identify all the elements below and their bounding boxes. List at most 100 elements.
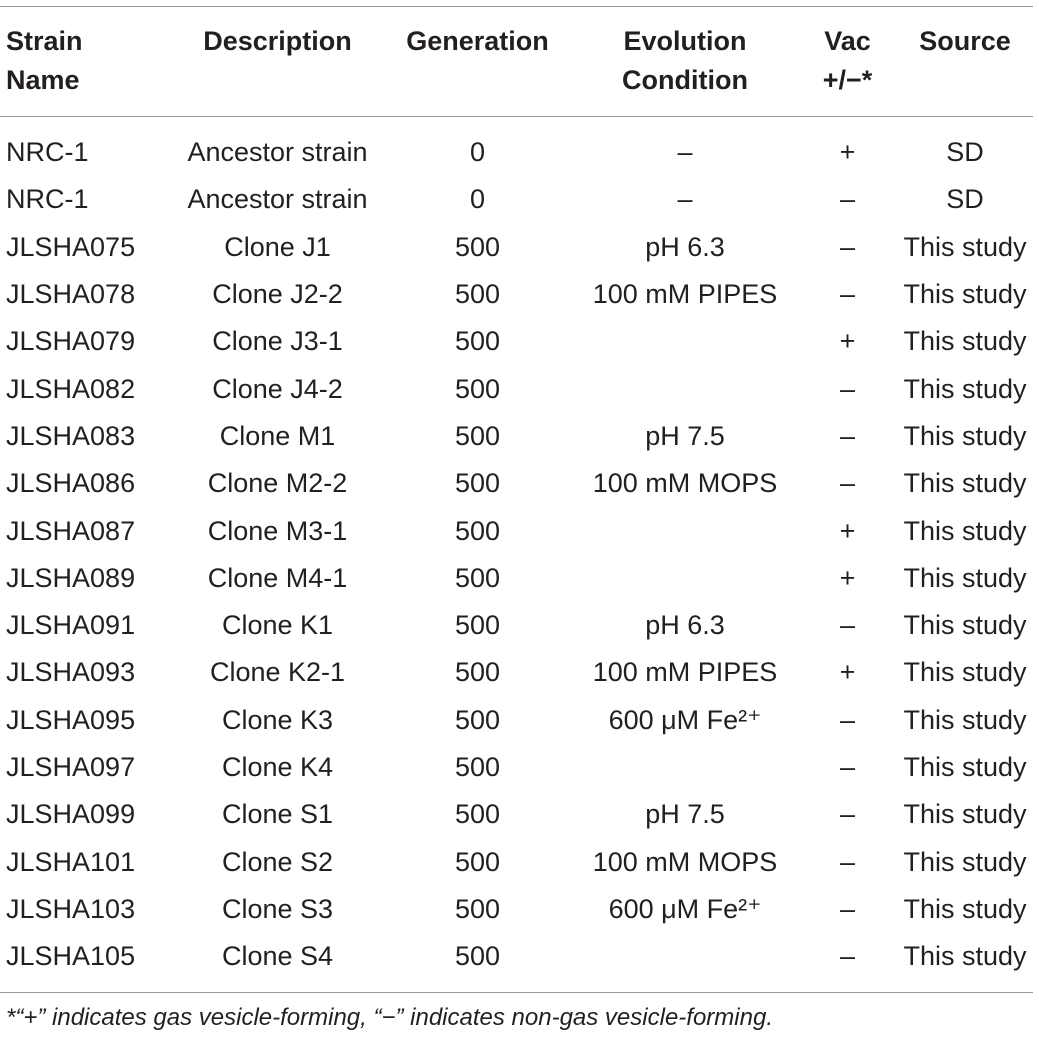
cell-strain-name: JLSHA087 (6, 515, 136, 546)
cell-source: This study (903, 799, 1027, 830)
table-row: JLSHA095 Clone K3 500 600 μM Fe²⁺ – This stud… (0, 697, 1035, 744)
cell-description: Clone M1 (219, 420, 336, 451)
strain-table: Strain Name Description Generation Evolu… (0, 6, 1035, 980)
cell-source: This study (903, 562, 1027, 593)
cell-source: This study (903, 326, 1027, 357)
cell-generation: 500 (454, 657, 501, 688)
cell-source: This study (903, 752, 1027, 782)
cell-vac: – (839, 420, 856, 451)
cell-generation: 500 (454, 941, 501, 972)
cell-evolution-condition: pH 6.3 (645, 231, 725, 262)
header-strain-name: Strain Name (6, 26, 83, 95)
table-row: JLSHA075 Clone J1 500 pH 6.3 – This study (0, 224, 1035, 271)
table-row: JLSHA105 Clone S4 500 – This study (0, 933, 1035, 980)
cell-vac: + (839, 137, 856, 168)
cell-strain-name: NRC-1 (6, 137, 89, 168)
cell-description: Clone S2 (221, 846, 334, 877)
cell-vac: – (839, 184, 856, 215)
cell-source: This study (903, 657, 1027, 688)
cell-description: Clone K2-1 (209, 657, 346, 688)
cell-source: This study (903, 704, 1027, 735)
cell-evolution-condition: pH 7.5 (645, 420, 725, 451)
cell-evolution-condition: 100 mM MOPS (592, 846, 778, 877)
cell-evolution-condition (570, 555, 800, 602)
cell-strain-name: JLSHA079 (6, 326, 136, 357)
cell-vac: + (839, 562, 856, 593)
cell-generation: 500 (454, 562, 501, 593)
cell-evolution-condition (570, 365, 800, 412)
cell-vac: – (839, 941, 856, 972)
header-generation: Generation (406, 26, 549, 56)
cell-source: This study (903, 941, 1027, 972)
cell-source: This study (903, 846, 1027, 877)
cell-strain-name: JLSHA075 (6, 231, 136, 262)
table-row: JLSHA097 Clone K4 500 – This study (0, 744, 1035, 791)
table-row: JLSHA083 Clone M1 500 pH 7.5 – This study (0, 413, 1035, 460)
cell-vac: – (839, 468, 856, 499)
cell-generation: 500 (454, 846, 501, 877)
cell-description: Clone M2-2 (207, 468, 348, 499)
cell-source: This study (903, 893, 1027, 924)
cell-source: This study (903, 420, 1027, 451)
cell-vac: + (839, 515, 856, 546)
table-header-rule (0, 116, 1033, 117)
header-source: Source (919, 26, 1011, 56)
cell-vac: – (839, 231, 856, 262)
cell-strain-name: JLSHA101 (6, 846, 136, 877)
table-row: JLSHA086 Clone M2-2 500 100 mM MOPS – This st… (0, 460, 1035, 507)
cell-generation: 500 (454, 279, 501, 310)
table-row: JLSHA093 Clone K2-1 500 100 mM PIPES + This s… (0, 649, 1035, 696)
cell-source: This study (903, 279, 1027, 310)
cell-generation: 500 (454, 420, 501, 451)
cell-vac: – (839, 373, 856, 404)
cell-strain-name: JLSHA091 (6, 610, 136, 641)
header-vac: Vac +/−* (822, 26, 873, 95)
cell-source: SD (946, 184, 984, 215)
cell-strain-name: NRC-1 (6, 184, 89, 215)
cell-description: Clone S4 (221, 941, 334, 972)
cell-vac: + (839, 326, 856, 357)
cell-generation: 500 (454, 231, 501, 262)
cell-generation: 500 (454, 893, 501, 924)
cell-generation: 500 (454, 704, 501, 735)
cell-description: Clone J2-2 (212, 279, 343, 310)
cell-generation: 500 (454, 610, 501, 641)
cell-vac: – (839, 752, 856, 782)
cell-evolution-condition: 100 mM PIPES (592, 657, 778, 688)
table-bottom-rule (0, 992, 1033, 993)
cell-strain-name: JLSHA097 (6, 752, 136, 782)
cell-evolution-condition: – (677, 137, 693, 168)
cell-source: This study (903, 373, 1027, 404)
header-evolution-condition: Evolution Condition (622, 26, 748, 95)
cell-generation: 500 (454, 752, 501, 782)
cell-vac: – (839, 893, 856, 924)
table-row: JLSHA079 Clone J3-1 500 + This study (0, 318, 1035, 365)
cell-description: Clone J3-1 (212, 326, 343, 357)
header-description: Description (203, 26, 352, 56)
cell-evolution-condition: – (677, 184, 693, 215)
cell-source: This study (903, 515, 1027, 546)
cell-description: Clone M3-1 (207, 515, 348, 546)
cell-description: Clone K3 (221, 704, 334, 735)
cell-description: Clone M4-1 (207, 562, 348, 593)
table-row: JLSHA091 Clone K1 500 pH 6.3 – This study (0, 602, 1035, 649)
cell-generation: 500 (454, 515, 501, 546)
cell-description: Ancestor strain (187, 137, 368, 168)
cell-generation: 0 (469, 184, 486, 215)
table-row: JLSHA087 Clone M3-1 500 + This study (0, 507, 1035, 554)
cell-generation: 500 (454, 326, 501, 357)
cell-strain-name: JLSHA103 (6, 893, 136, 924)
cell-evolution-condition (570, 507, 800, 554)
cell-strain-name: JLSHA089 (6, 562, 136, 593)
cell-vac: – (839, 704, 856, 735)
cell-strain-name: JLSHA086 (6, 468, 136, 499)
cell-description: Clone J4-2 (212, 373, 343, 404)
cell-vac: – (839, 279, 856, 310)
cell-source: SD (946, 137, 984, 168)
table-row: JLSHA082 Clone J4-2 500 – This study (0, 365, 1035, 412)
cell-strain-name: JLSHA099 (6, 799, 136, 830)
cell-source: This study (903, 610, 1027, 641)
cell-description: Ancestor strain (187, 184, 368, 215)
table-row: JLSHA099 Clone S1 500 pH 7.5 – This study (0, 791, 1035, 838)
cell-vac: – (839, 846, 856, 877)
